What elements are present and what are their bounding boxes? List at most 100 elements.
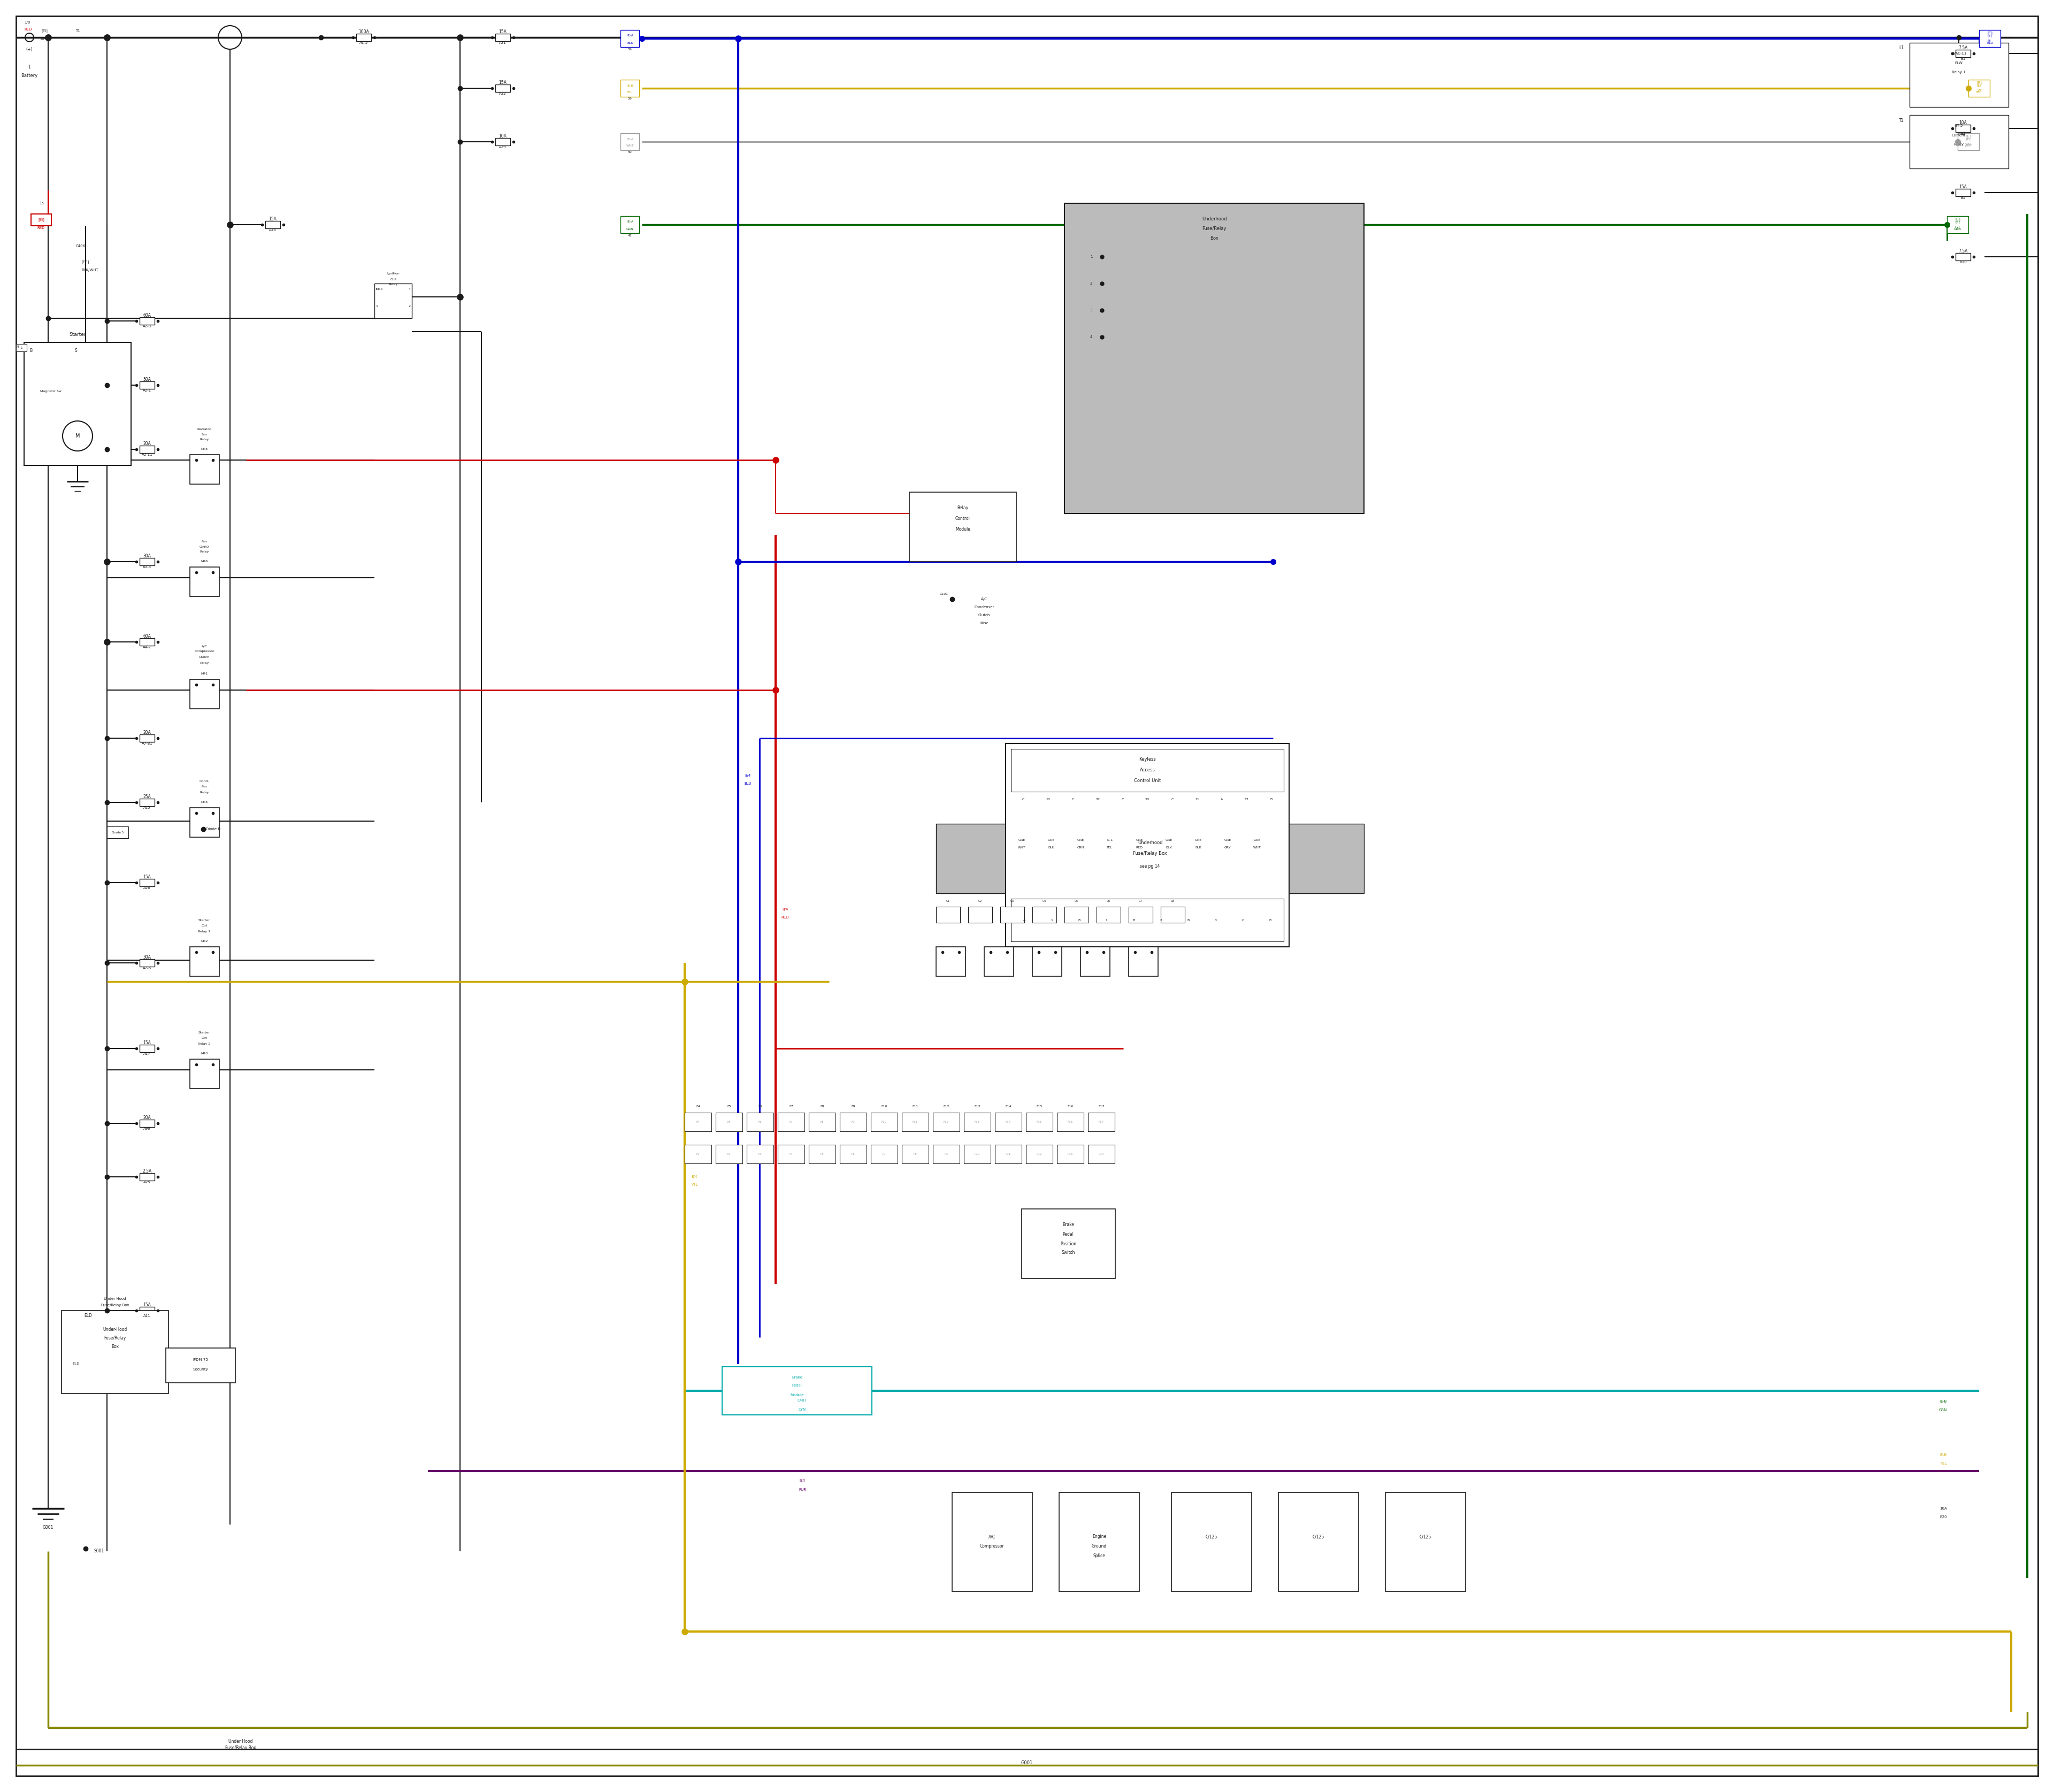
Text: 15A: 15A <box>144 1041 152 1045</box>
Text: F11: F11 <box>912 1120 918 1124</box>
Text: [EE]: [EE] <box>82 260 88 263</box>
Text: B5: B5 <box>1962 197 1966 199</box>
Text: 20A: 20A <box>144 1115 152 1120</box>
Text: M46: M46 <box>201 561 207 563</box>
Text: F8: F8 <box>820 1120 824 1124</box>
Text: 8/4: 8/4 <box>746 774 752 778</box>
Text: F17: F17 <box>1099 1120 1105 1124</box>
Text: C4: C4 <box>1041 900 1045 903</box>
Text: M41: M41 <box>201 672 207 676</box>
Bar <box>620 79 639 97</box>
Text: C/125: C/125 <box>1313 1534 1325 1539</box>
Bar <box>1064 202 1364 514</box>
Text: C5: C5 <box>1074 900 1078 903</box>
Text: Starter: Starter <box>199 919 210 921</box>
Text: B2: B2 <box>1962 133 1966 136</box>
Bar <box>937 824 1364 894</box>
Bar <box>910 493 1017 561</box>
Text: CYN: CYN <box>799 1409 805 1410</box>
Text: Control Unit: Control Unit <box>1134 778 1161 783</box>
Text: 59: 59 <box>629 151 633 154</box>
Text: 1: 1 <box>1105 919 1107 921</box>
Text: B: B <box>29 348 33 353</box>
Bar <box>1058 1113 1085 1131</box>
Text: 20A: 20A <box>144 441 152 446</box>
Text: Relay: Relay <box>199 439 210 441</box>
Text: Relay: Relay <box>199 550 210 554</box>
Text: F5: F5 <box>727 1106 731 1107</box>
Text: Ctrl: Ctrl <box>201 1036 207 1039</box>
Text: 60A: 60A <box>144 314 152 317</box>
Text: P3: P3 <box>758 1152 762 1156</box>
Text: P6: P6 <box>850 1152 854 1156</box>
Text: Relay: Relay <box>199 792 210 794</box>
Text: P8: P8 <box>914 1152 916 1156</box>
Bar <box>1171 1493 1251 1591</box>
Text: see pg 14: see pg 14 <box>1140 864 1161 869</box>
Bar <box>871 1113 898 1131</box>
Text: Clutch: Clutch <box>978 613 990 616</box>
Text: G001: G001 <box>1021 1760 1033 1765</box>
Text: A16: A16 <box>269 228 277 231</box>
Bar <box>620 133 639 151</box>
Text: 1: 1 <box>29 65 31 70</box>
Text: P13: P13 <box>1068 1152 1072 1156</box>
Bar <box>62 1310 168 1394</box>
Text: A2-3: A2-3 <box>144 324 152 328</box>
Text: IE-A: IE-A <box>626 34 633 38</box>
Text: Fuse/Relay Box: Fuse/Relay Box <box>226 1745 257 1751</box>
Bar <box>994 1145 1021 1163</box>
Text: P9: P9 <box>945 1152 949 1156</box>
Text: Relay: Relay <box>1953 143 1964 145</box>
Text: ORE: ORE <box>1195 839 1202 840</box>
Text: B: B <box>1269 799 1273 801</box>
Text: Pedal: Pedal <box>1062 1233 1074 1236</box>
Text: 15A: 15A <box>144 874 152 880</box>
Text: Brake: Brake <box>1062 1222 1074 1228</box>
Bar <box>840 1145 867 1163</box>
Text: A/C: A/C <box>988 1534 996 1539</box>
Text: A2-11: A2-11 <box>142 453 152 457</box>
Text: Relay 1: Relay 1 <box>197 930 210 934</box>
Text: G001: G001 <box>43 1525 53 1530</box>
Text: WHT: WHT <box>1017 846 1025 849</box>
Text: Fuse/Relay: Fuse/Relay <box>105 1337 125 1340</box>
Text: M44: M44 <box>376 287 382 290</box>
Text: C: C <box>1072 799 1074 801</box>
Text: 1: 1 <box>1091 254 1093 258</box>
Text: IL-1: IL-1 <box>1107 839 1113 840</box>
Text: F7: F7 <box>789 1106 793 1107</box>
Text: Position: Position <box>1060 1242 1076 1245</box>
Text: PUR: PUR <box>799 1487 805 1491</box>
Bar <box>189 946 220 977</box>
Text: F4: F4 <box>696 1120 700 1124</box>
Text: 30A: 30A <box>144 554 152 559</box>
Bar <box>1064 907 1089 923</box>
Bar <box>715 1113 741 1131</box>
Text: Module: Module <box>955 527 969 532</box>
Text: C: C <box>1121 799 1124 801</box>
Bar <box>1025 1113 1052 1131</box>
Bar <box>140 638 154 645</box>
Text: BLU: BLU <box>1048 846 1054 849</box>
Text: A99: A99 <box>144 1127 150 1131</box>
Text: A2-6: A2-6 <box>144 966 152 969</box>
Text: Relay 2: Relay 2 <box>197 1043 212 1045</box>
Bar <box>933 1113 959 1131</box>
Bar <box>1955 125 1970 133</box>
Bar <box>1033 946 1062 977</box>
Text: 10: 10 <box>1045 799 1050 801</box>
Bar <box>620 217 639 233</box>
Text: 59: 59 <box>629 48 633 50</box>
Bar <box>495 84 509 91</box>
Text: C: C <box>1171 799 1173 801</box>
Text: Relay 1: Relay 1 <box>1951 70 1966 73</box>
Bar <box>374 283 413 319</box>
Text: WH: WH <box>1966 143 1972 145</box>
Text: Pedal: Pedal <box>793 1383 801 1387</box>
Text: Under-Hood: Under-Hood <box>103 1326 127 1331</box>
Bar <box>1011 898 1284 941</box>
Text: YEL: YEL <box>1976 91 1982 93</box>
Text: YEL: YEL <box>1941 1462 1947 1466</box>
Text: 20A: 20A <box>144 729 152 735</box>
